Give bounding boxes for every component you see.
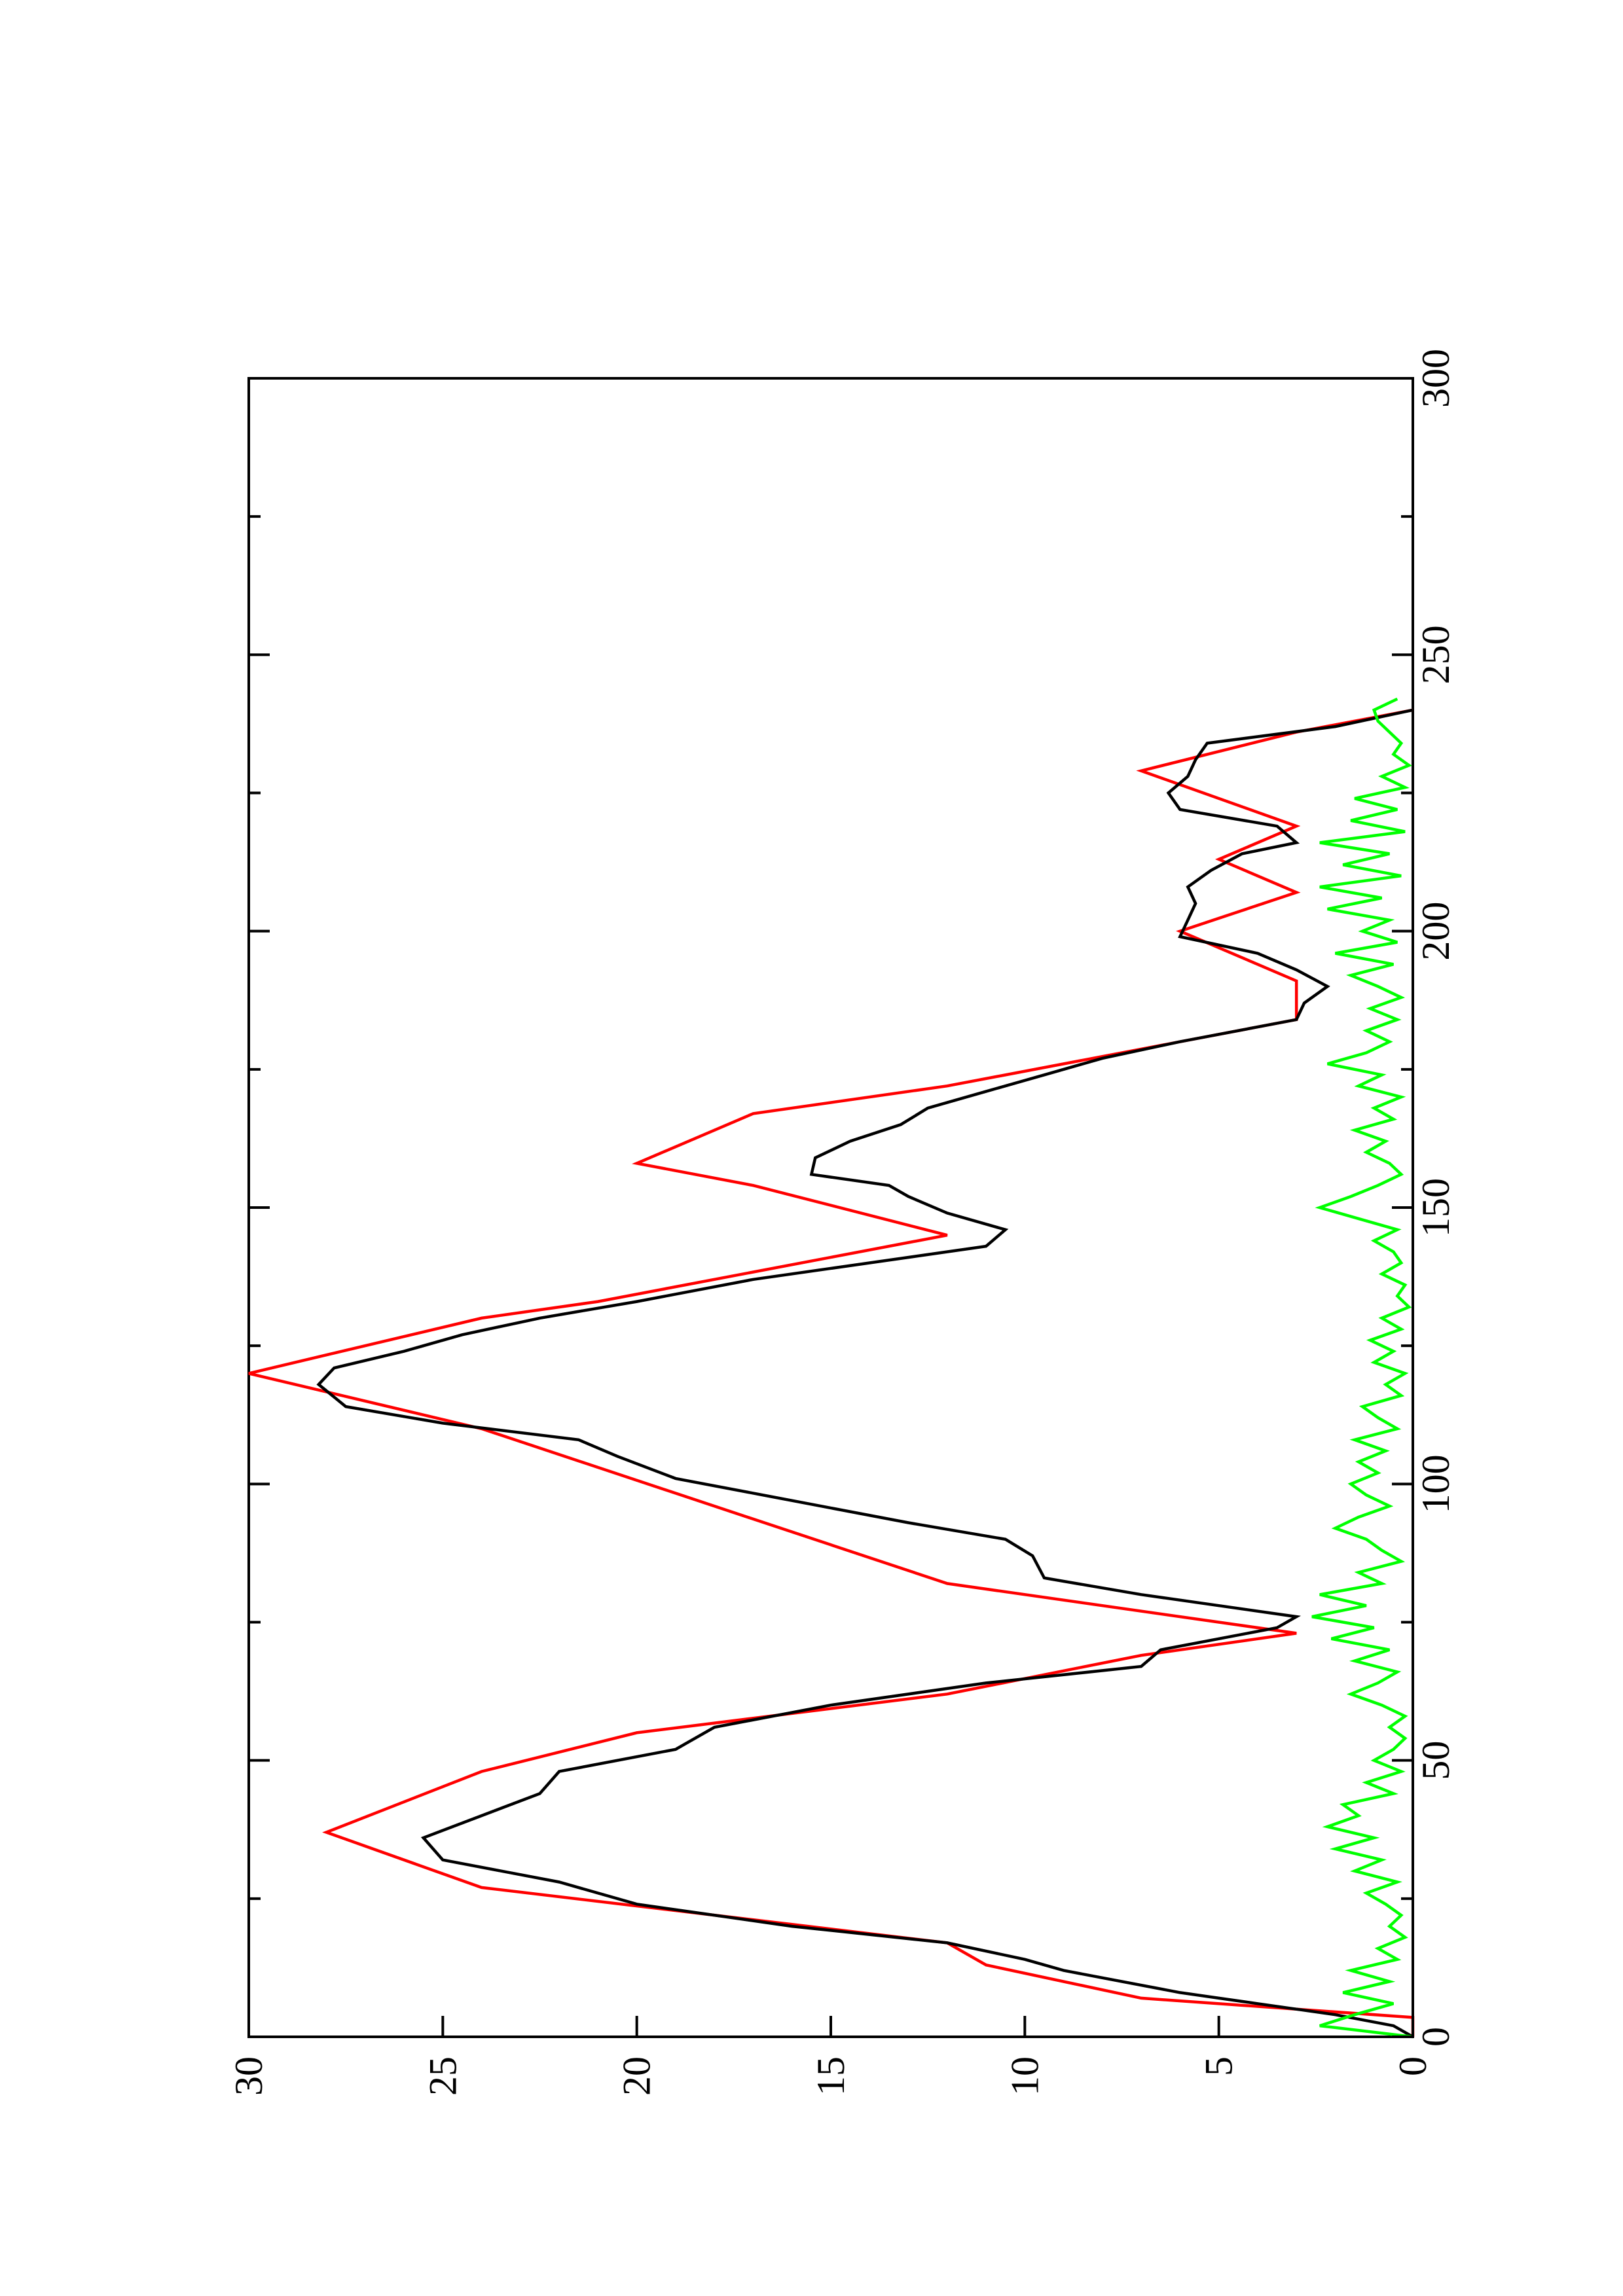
y-tick-label: 25 — [421, 2056, 464, 2096]
series-line-2 — [316, 708, 1414, 2038]
x-tick-label: 200 — [1414, 902, 1457, 961]
y-tick-label: 15 — [809, 2056, 852, 2096]
y-tick-label: 0 — [1391, 2056, 1434, 2076]
series-line-3 — [1311, 697, 1413, 2039]
y-tick-label: 20 — [615, 2056, 659, 2096]
tick-layer: 0 50 100 150 200 250 300 0 5 10 15 20 25 30 — [227, 349, 1457, 2096]
y-tick-label: 5 — [1197, 2056, 1241, 2076]
x-tick-label: 250 — [1414, 625, 1457, 684]
y-tick-label: 30 — [227, 2056, 270, 2096]
series-line-1 — [248, 708, 1415, 2037]
y-tick-label: 10 — [1003, 2056, 1046, 2096]
x-tick-label: 100 — [1414, 1454, 1457, 1513]
x-tick-label: 150 — [1414, 1178, 1457, 1237]
plot-frame — [247, 377, 1414, 2038]
x-tick-label: 300 — [1414, 349, 1457, 408]
series-layer — [248, 697, 1415, 2039]
x-tick-label: 50 — [1414, 1741, 1457, 1780]
x-tick-label: 0 — [1414, 2027, 1457, 2047]
